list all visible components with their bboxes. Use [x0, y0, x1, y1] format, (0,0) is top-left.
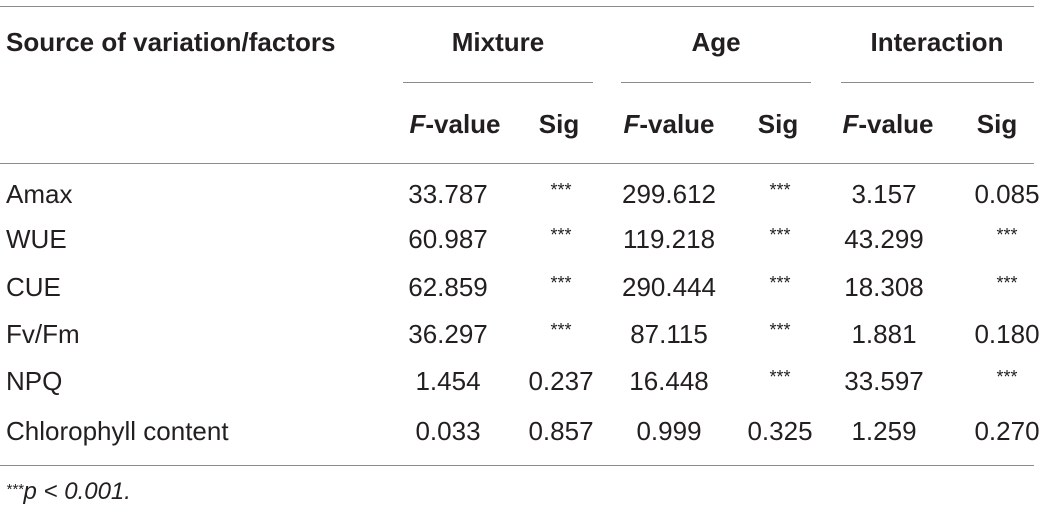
row-label: WUE [6, 224, 67, 254]
table-bottom-rule [0, 465, 1034, 466]
row-label: NPQ [6, 366, 63, 396]
subheader-sig-mixture: Sig [538, 109, 580, 139]
group-rule-age [621, 82, 811, 83]
table-footnote: ***p < 0.001. [6, 478, 131, 506]
cell-sig-mixture: *** [550, 320, 572, 340]
cell-sig-mixture: 0.857 [528, 416, 594, 446]
cell-fvalue-age: 119.218 [622, 224, 716, 254]
cell-fvalue-mixture: 33.787 [408, 179, 488, 209]
cell-fvalue-age: 299.612 [622, 179, 716, 209]
group-rule-mixture [403, 82, 593, 83]
table-top-rule [0, 6, 1034, 7]
cell-fvalue-mixture: 62.859 [408, 272, 488, 302]
cell-fvalue-age: 16.448 [629, 366, 709, 396]
cell-fvalue-mixture: 36.297 [408, 319, 488, 349]
row-label: Fv/Fm [6, 319, 80, 349]
cell-sig-mixture: 0.237 [528, 366, 594, 396]
cell-fvalue-mixture: 60.987 [408, 224, 488, 254]
cell-sig-age: *** [769, 320, 791, 340]
subheader-sig-age: Sig [757, 109, 799, 139]
cell-sig-interaction: *** [996, 367, 1018, 387]
cell-fvalue-interaction: 1.881 [851, 319, 917, 349]
cell-fvalue-mixture: 0.033 [415, 416, 481, 446]
cell-fvalue-interaction: 3.157 [851, 179, 917, 209]
cell-sig-age: *** [769, 180, 791, 200]
cell-sig-mixture: *** [550, 225, 572, 245]
cell-sig-mixture: *** [550, 180, 572, 200]
footnote-marker: *** [6, 481, 24, 498]
cell-sig-age: *** [769, 225, 791, 245]
cell-sig-interaction: 0.270 [974, 416, 1040, 446]
cell-fvalue-mixture: 1.454 [415, 366, 481, 396]
cell-fvalue-interaction: 43.299 [844, 224, 924, 254]
group-header-interaction: Interaction [870, 27, 1004, 57]
cell-sig-interaction: 0.085 [974, 179, 1040, 209]
subheader-fvalue-mixture: F-value [409, 109, 501, 139]
row-label: Amax [6, 179, 73, 209]
cell-fvalue-interaction: 18.308 [844, 272, 924, 302]
cell-fvalue-age: 87.115 [630, 319, 708, 349]
header-bottom-rule [0, 163, 1034, 164]
cell-sig-age: *** [769, 367, 791, 387]
cell-fvalue-interaction: 33.597 [844, 366, 924, 396]
cell-fvalue-age: 0.999 [636, 416, 702, 446]
cell-sig-interaction: 0.180 [974, 319, 1040, 349]
group-rule-interaction [841, 82, 1034, 83]
cell-sig-mixture: *** [550, 273, 572, 293]
stub-header: Source of variation/factors [6, 27, 336, 57]
cell-fvalue-age: 290.444 [622, 272, 716, 302]
row-label: Chlorophyll content [6, 416, 229, 446]
footnote-text: p < 0.001. [23, 478, 131, 505]
subheader-fvalue-age: F-value [623, 109, 715, 139]
group-header-mixture: Mixture [451, 27, 545, 57]
cell-sig-age: 0.325 [747, 416, 813, 446]
cell-sig-interaction: *** [996, 273, 1018, 293]
group-header-age: Age [691, 27, 741, 57]
cell-sig-age: *** [769, 273, 791, 293]
subheader-sig-interaction: Sig [976, 109, 1018, 139]
cell-fvalue-interaction: 1.259 [851, 416, 917, 446]
cell-sig-interaction: *** [996, 225, 1018, 245]
subheader-fvalue-interaction: F-value [842, 109, 934, 139]
row-label: CUE [6, 272, 61, 302]
